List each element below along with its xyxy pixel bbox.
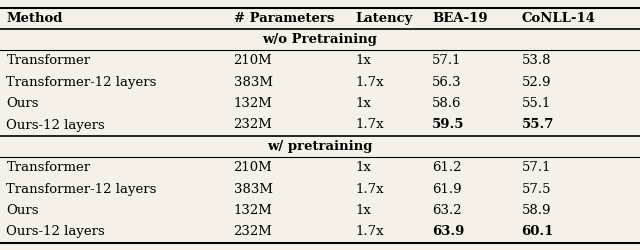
- Text: 63.9: 63.9: [432, 225, 465, 238]
- Text: 57.5: 57.5: [522, 182, 551, 196]
- Text: w/o Pretraining: w/o Pretraining: [262, 33, 378, 46]
- Text: 1.7x: 1.7x: [355, 118, 384, 132]
- Text: CoNLL-14: CoNLL-14: [522, 12, 596, 25]
- Text: Ours: Ours: [6, 97, 39, 110]
- Text: Transformer: Transformer: [6, 54, 90, 68]
- Text: 1.7x: 1.7x: [355, 76, 384, 89]
- Text: 132M: 132M: [234, 97, 273, 110]
- Text: 57.1: 57.1: [522, 161, 551, 174]
- Text: 58.6: 58.6: [432, 97, 461, 110]
- Text: 1.7x: 1.7x: [355, 225, 384, 238]
- Text: 1x: 1x: [355, 204, 371, 217]
- Text: Method: Method: [6, 12, 63, 25]
- Text: 210M: 210M: [234, 161, 273, 174]
- Text: 132M: 132M: [234, 204, 273, 217]
- Text: 1.7x: 1.7x: [355, 182, 384, 196]
- Text: 60.1: 60.1: [522, 225, 554, 238]
- Text: Ours: Ours: [6, 204, 39, 217]
- Text: Transformer: Transformer: [6, 161, 90, 174]
- Text: Transformer-12 layers: Transformer-12 layers: [6, 76, 157, 89]
- Text: 52.9: 52.9: [522, 76, 551, 89]
- Text: 383M: 383M: [234, 182, 273, 196]
- Text: 56.3: 56.3: [432, 76, 461, 89]
- Text: 53.8: 53.8: [522, 54, 551, 68]
- Text: 1x: 1x: [355, 161, 371, 174]
- Text: 63.2: 63.2: [432, 204, 461, 217]
- Text: 232M: 232M: [234, 225, 273, 238]
- Text: 57.1: 57.1: [432, 54, 461, 68]
- Text: w/ pretraining: w/ pretraining: [268, 140, 372, 153]
- Text: # Parameters: # Parameters: [234, 12, 334, 25]
- Text: Transformer-12 layers: Transformer-12 layers: [6, 182, 157, 196]
- Text: Latency: Latency: [355, 12, 413, 25]
- Text: 59.5: 59.5: [432, 118, 465, 132]
- Text: 383M: 383M: [234, 76, 273, 89]
- Text: 1x: 1x: [355, 54, 371, 68]
- Text: 232M: 232M: [234, 118, 273, 132]
- Text: 55.1: 55.1: [522, 97, 551, 110]
- Text: 55.7: 55.7: [522, 118, 554, 132]
- Text: 210M: 210M: [234, 54, 273, 68]
- Text: 61.9: 61.9: [432, 182, 461, 196]
- Text: 1x: 1x: [355, 97, 371, 110]
- Text: Ours-12 layers: Ours-12 layers: [6, 118, 105, 132]
- Text: BEA-19: BEA-19: [432, 12, 488, 25]
- Text: Ours-12 layers: Ours-12 layers: [6, 225, 105, 238]
- Text: 58.9: 58.9: [522, 204, 551, 217]
- Text: 61.2: 61.2: [432, 161, 461, 174]
